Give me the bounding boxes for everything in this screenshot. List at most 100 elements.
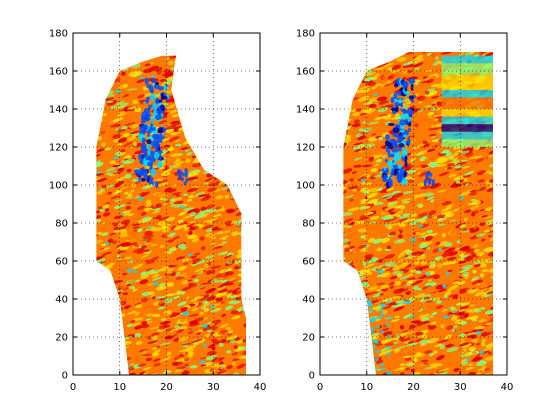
heatmap-cell [345, 40, 354, 47]
heatmap-cell [115, 356, 127, 360]
heatmap-cell [86, 268, 94, 275]
heatmap-cell [215, 108, 227, 112]
heatmap-cell [82, 270, 93, 275]
heatmap-cell [500, 360, 512, 367]
heatmap-cell [334, 42, 346, 48]
heatmap-cell [244, 205, 247, 211]
heatmap-cell [235, 180, 247, 185]
heatmap-cell [131, 223, 141, 227]
heatmap-cell [330, 62, 338, 66]
heatmap-cell [248, 217, 256, 222]
heatmap-cell [238, 197, 247, 202]
heatmap-cell [472, 269, 477, 274]
heatmap-cell [387, 122, 395, 127]
heatmap-cell [145, 259, 150, 263]
heatmap-cell [407, 116, 412, 122]
heatmap-cell [358, 244, 367, 249]
heatmap-cell [323, 45, 332, 51]
heatmap-cell [250, 39, 258, 43]
heatmap-cell [246, 330, 251, 335]
heatmap-cell [423, 156, 436, 161]
heatmap-cell [401, 218, 411, 223]
heatmap-cell [81, 103, 89, 107]
heatmap-cell [102, 346, 112, 350]
heatmap-cell [496, 235, 501, 238]
heatmap-cell [249, 293, 258, 299]
heatmap-cell [234, 147, 241, 152]
heatmap-cell [92, 41, 100, 46]
heatmap-cell [333, 213, 340, 217]
heatmap-cell [96, 358, 99, 362]
heatmap-cell [389, 145, 401, 150]
heatmap-cell [489, 163, 493, 168]
heatmap-cell [343, 307, 345, 312]
heatmap-cell [187, 331, 194, 335]
heatmap-cell [194, 267, 206, 273]
heatmap-cell [481, 238, 486, 242]
heatmap-cell [225, 40, 236, 46]
heatmap-cell [70, 36, 78, 42]
heatmap-cell [463, 174, 472, 178]
heatmap-cell [186, 187, 199, 193]
heatmap-cell [327, 192, 335, 197]
heatmap-cell [178, 205, 185, 209]
heatmap-cell [209, 368, 214, 372]
heatmap-cell [470, 300, 479, 305]
heatmap-cell [393, 92, 398, 100]
heatmap-cell [318, 309, 326, 315]
heatmap-cell [256, 110, 262, 115]
heatmap-cell [385, 352, 391, 356]
heatmap-cell [383, 261, 395, 266]
heatmap-cell [381, 154, 387, 159]
heatmap-cell [202, 325, 214, 332]
heatmap-cell [96, 111, 101, 116]
heatmap-cell [376, 274, 384, 277]
heatmap-cell [332, 270, 339, 275]
heatmap-cell [86, 139, 96, 144]
heatmap-cell [134, 302, 142, 306]
heatmap-cell [81, 279, 90, 285]
heatmap-cell [446, 325, 454, 331]
heatmap-cell [407, 224, 412, 229]
heatmap-cell [96, 285, 98, 290]
heatmap-cell [353, 220, 365, 225]
heatmap-cell [421, 255, 426, 260]
heatmap-cell [147, 47, 152, 51]
heatmap-cell [459, 339, 465, 344]
heatmap-cell [370, 215, 380, 220]
heatmap-cell [496, 351, 508, 355]
heatmap-cell [96, 159, 101, 164]
heatmap-cell [234, 260, 243, 265]
heatmap-cell [121, 360, 127, 364]
heatmap-cell [394, 101, 401, 107]
heatmap-cell [323, 206, 333, 211]
heatmap-cell [186, 98, 191, 103]
heatmap-cell [82, 351, 94, 356]
heatmap-cell [159, 154, 162, 161]
heatmap-cell [248, 115, 258, 121]
heatmap-cell [245, 281, 247, 285]
heatmap-cell [368, 187, 380, 193]
heatmap-cell [248, 331, 253, 334]
heatmap-cell [323, 80, 333, 87]
heatmap-cell [82, 51, 90, 56]
heatmap-cell [472, 243, 479, 248]
heatmap-cell [449, 363, 456, 368]
heatmap-cell [184, 87, 191, 93]
heatmap-cell [243, 212, 247, 216]
heatmap-cell [362, 262, 367, 267]
heatmap-cell [409, 149, 415, 153]
heatmap-cell [175, 193, 181, 198]
heatmap-cell [329, 258, 336, 263]
heatmap-cell [91, 33, 100, 39]
heatmap-cell [245, 343, 247, 347]
heatmap-cell [123, 154, 131, 159]
heatmap-cell [391, 168, 395, 175]
heatmap-cell [423, 362, 428, 365]
heatmap-cell [164, 187, 173, 193]
heatmap-cell [366, 192, 378, 199]
heatmap-cell [328, 301, 338, 306]
heatmap-cell [168, 312, 181, 318]
heatmap-cell [245, 125, 247, 130]
heatmap-cell [397, 90, 402, 96]
